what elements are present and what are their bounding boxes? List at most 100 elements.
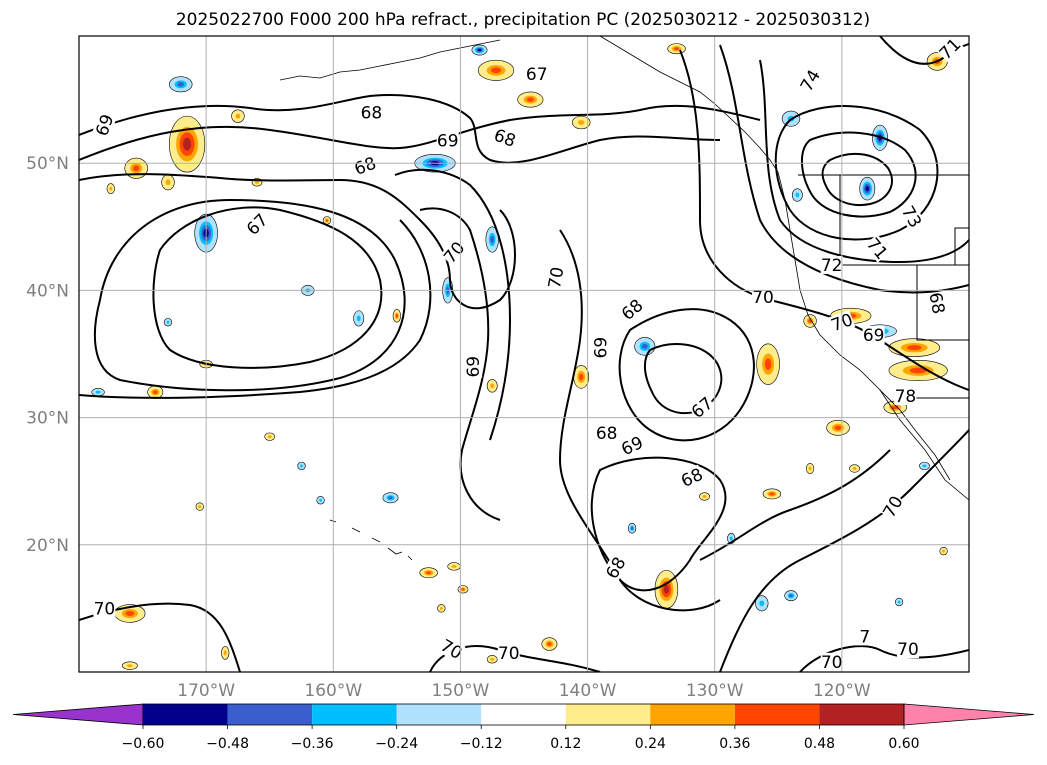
state-border-1 [839,175,969,341]
colorbar-segment-6 [650,704,735,725]
precip-patch-11 [572,115,591,130]
precip-patch-51 [755,595,769,612]
colorbar-tick-label-8: 0.48 [804,736,835,752]
precip-patch-core [641,343,648,349]
colorbar-tick-label-4: −0.12 [460,736,503,752]
precip-patch-9 [471,44,488,56]
contour-label-25: 68 [925,291,948,316]
precip-patch-core [439,606,443,610]
precip-patch-7 [477,59,515,81]
precip-patch-65 [486,655,498,664]
precip-patch-core [922,464,927,468]
precip-patch-60 [322,216,332,225]
precip-patch-core [702,495,707,498]
precip-patch-46 [762,488,782,500]
precip-patch-core [153,390,158,394]
colorbar-tick-label-0: −0.60 [122,736,165,752]
precip-patch-59 [91,388,105,397]
colorbar-segment-5 [565,704,651,725]
precip-patch-50 [784,590,798,602]
precip-patch-52 [939,547,948,556]
precip-patch-core [490,383,495,389]
contour-label-bg [879,492,907,521]
precip-patch-55 [106,183,115,195]
precip-patch-core [769,492,775,496]
contour-68-west-loop [93,198,406,392]
precip-patch-37 [541,637,558,651]
precip-patch-core [255,180,259,184]
precip-patch-core [223,650,227,656]
precip-patch-4 [161,174,175,191]
precip-patch-core [579,373,584,381]
precip-patch-core [198,505,202,509]
contour-label-bg [93,599,116,618]
contour-label-2: 67 [526,65,548,85]
precip-patch-64 [894,597,904,607]
contour-label-bg [853,627,876,646]
precip-patch-core [834,425,842,430]
contour-label-bg [92,111,117,139]
contour-label-32: 70 [897,640,919,660]
contour-68-trough-west [79,173,516,310]
precip-patch-42 [382,492,399,504]
contour-label-9: 69 [464,356,484,378]
state-border-2 [917,227,969,266]
contour-72-east [759,59,969,264]
colorbar-outline [142,703,905,726]
colorbar-tick-labels: −0.60 −0.48 −0.36 −0.24 −0.12 0.12 0.24 0.36 0.4… [122,725,920,752]
latitude-tick-labels: 20°N 30°N 40°N 50°N [26,154,69,556]
contour-label-bg [820,255,843,274]
precip-patch-core [166,320,170,324]
contour-label-18: 70 [752,288,774,308]
precip-patch-core [729,536,733,541]
colorbar-tick-label-9: 0.60 [888,736,919,752]
lon-tick-label-5: 120°W [813,681,871,701]
contour-label-10: 69 [591,337,611,359]
contour-70-trough [419,207,501,521]
contour-label-bg [436,131,459,150]
precip-patch-core [907,345,922,351]
contour-label-bg [687,393,717,422]
precip-patch-core [547,642,552,646]
precip-patch-core [182,137,192,151]
lon-tick-label-1: 160°W [304,681,362,701]
precip-patch-core [451,564,457,568]
precip-patch-43 [316,496,325,505]
precip-patch-core [909,367,927,374]
precip-patch-39 [264,432,276,441]
colorbar-segment-0 [143,704,228,725]
contour-label-17: 72 [821,256,843,276]
precip-patch-34 [419,567,438,579]
contour-label-bg [591,336,610,359]
precip-patch-58 [163,318,173,327]
contour-label-bg [491,125,519,150]
precip-patch-core [674,47,680,51]
precip-patch-44 [297,461,306,471]
contour-71-east [719,44,969,294]
precip-patch-0 [168,115,206,173]
precip-patch-core [663,584,670,594]
contour-label-1: 68 [361,103,383,123]
precip-patch-core [789,594,793,598]
lon-tick-label-3: 140°W [559,681,617,701]
precip-patch-40 [147,385,164,399]
precip-patch-core [300,464,303,468]
precip-patch-25 [654,569,679,609]
precip-patch-core [126,664,133,668]
contour-label-bg [440,238,469,267]
precip-patch-core [490,67,502,74]
contour-label-26: 78 [895,387,917,407]
colorbar-extend-high [903,703,1035,726]
contour-label-bg [862,325,885,344]
precip-patch-core [177,82,184,87]
contour-label-13: 68 [596,424,618,444]
precip-patch-26 [114,604,146,623]
precip-patch-17 [756,343,780,385]
precip-patch-45 [699,492,710,501]
precip-patch-core [490,235,495,244]
contour-label-bg [820,652,843,671]
precip-patch-27 [573,365,590,389]
aleutian-coastline [279,39,501,81]
